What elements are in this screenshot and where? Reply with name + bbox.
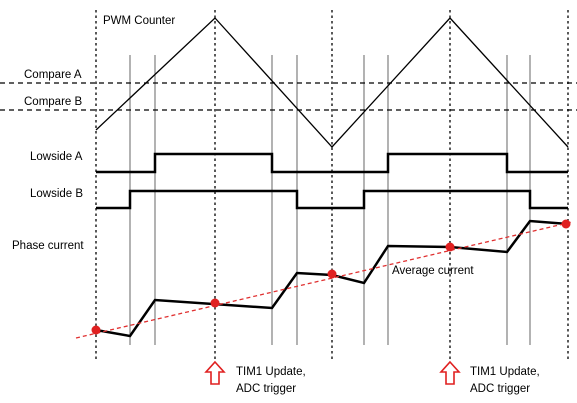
- pwm-counter-label: PWM Counter: [103, 15, 175, 27]
- sample-point: [91, 325, 101, 335]
- lowside-a-label: Lowside A: [30, 151, 83, 163]
- phase-current-label: Phase current: [12, 240, 84, 252]
- sample-points: [91, 219, 571, 335]
- compare-b-label: Compare B: [24, 96, 82, 108]
- sample-point: [445, 242, 455, 252]
- tim1-update-arrow-icon: [204, 360, 226, 385]
- compare-a-label: Compare A: [24, 69, 82, 81]
- average-current-label: Average current: [392, 265, 474, 277]
- lowside-b-label: Lowside B: [30, 188, 83, 200]
- sample-point: [561, 219, 571, 229]
- pwm-counter-waveform: [95, 17, 569, 148]
- phase-current-waveform: [95, 219, 569, 338]
- sample-point: [210, 298, 220, 308]
- average-current-line: [75, 221, 573, 339]
- event-label-line2: ADC trigger: [236, 383, 296, 395]
- event-label-line1: TIM1 Update,: [236, 366, 306, 378]
- sample-point: [327, 269, 337, 279]
- tim1-update-arrow-icon: [439, 360, 461, 385]
- lowside-a-waveform: [96, 152, 568, 174]
- lowside-b-waveform: [96, 189, 568, 210]
- event-label-line1: TIM1 Update,: [470, 366, 540, 378]
- event-label-line2: ADC trigger: [470, 383, 530, 395]
- transition-lines: [129, 55, 531, 345]
